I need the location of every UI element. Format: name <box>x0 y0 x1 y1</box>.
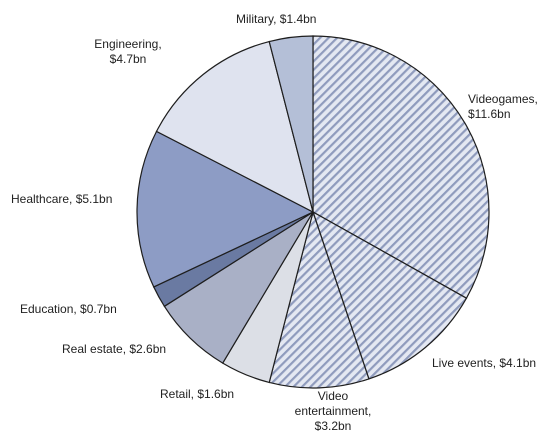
label-real-estate: Real estate, $2.6bn <box>62 342 166 356</box>
slice-videogames <box>312 35 490 299</box>
label-videogames: Videogames, $11.6bn <box>468 92 538 121</box>
label-line: Retail, $1.6bn <box>160 387 234 401</box>
slice-military <box>268 35 314 213</box>
label-education: Education, $0.7bn <box>20 302 117 316</box>
slice-live-events <box>311 210 468 380</box>
label-line: Healthcare, $5.1bn <box>11 192 112 206</box>
slice-video-entertainment <box>268 209 370 389</box>
label-line: $11.6bn <box>468 107 511 121</box>
label-engineering: Engineering, $4.7bn <box>94 37 161 66</box>
label-line: Videogames, <box>468 92 538 106</box>
label-line: $4.7bn <box>110 52 147 66</box>
label-line: Engineering, <box>94 37 161 51</box>
slice-healthcare <box>136 130 315 288</box>
label-military: Military, $1.4bn <box>236 12 316 26</box>
label-video-entertainment: Video entertainment, $3.2bn <box>295 389 372 433</box>
label-line: Military, $1.4bn <box>236 12 316 26</box>
label-line: entertainment, <box>295 404 372 418</box>
label-line: $3.2bn <box>315 419 352 433</box>
label-line: Video <box>318 389 349 403</box>
label-live-events: Live events, $4.1bn <box>432 356 536 370</box>
label-line: Live events, $4.1bn <box>432 356 536 370</box>
label-retail: Retail, $1.6bn <box>160 387 234 401</box>
label-line: Education, $0.7bn <box>20 302 117 316</box>
label-line: Real estate, $2.6bn <box>62 342 166 356</box>
label-healthcare: Healthcare, $5.1bn <box>11 192 112 206</box>
slice-engineering <box>155 40 314 214</box>
